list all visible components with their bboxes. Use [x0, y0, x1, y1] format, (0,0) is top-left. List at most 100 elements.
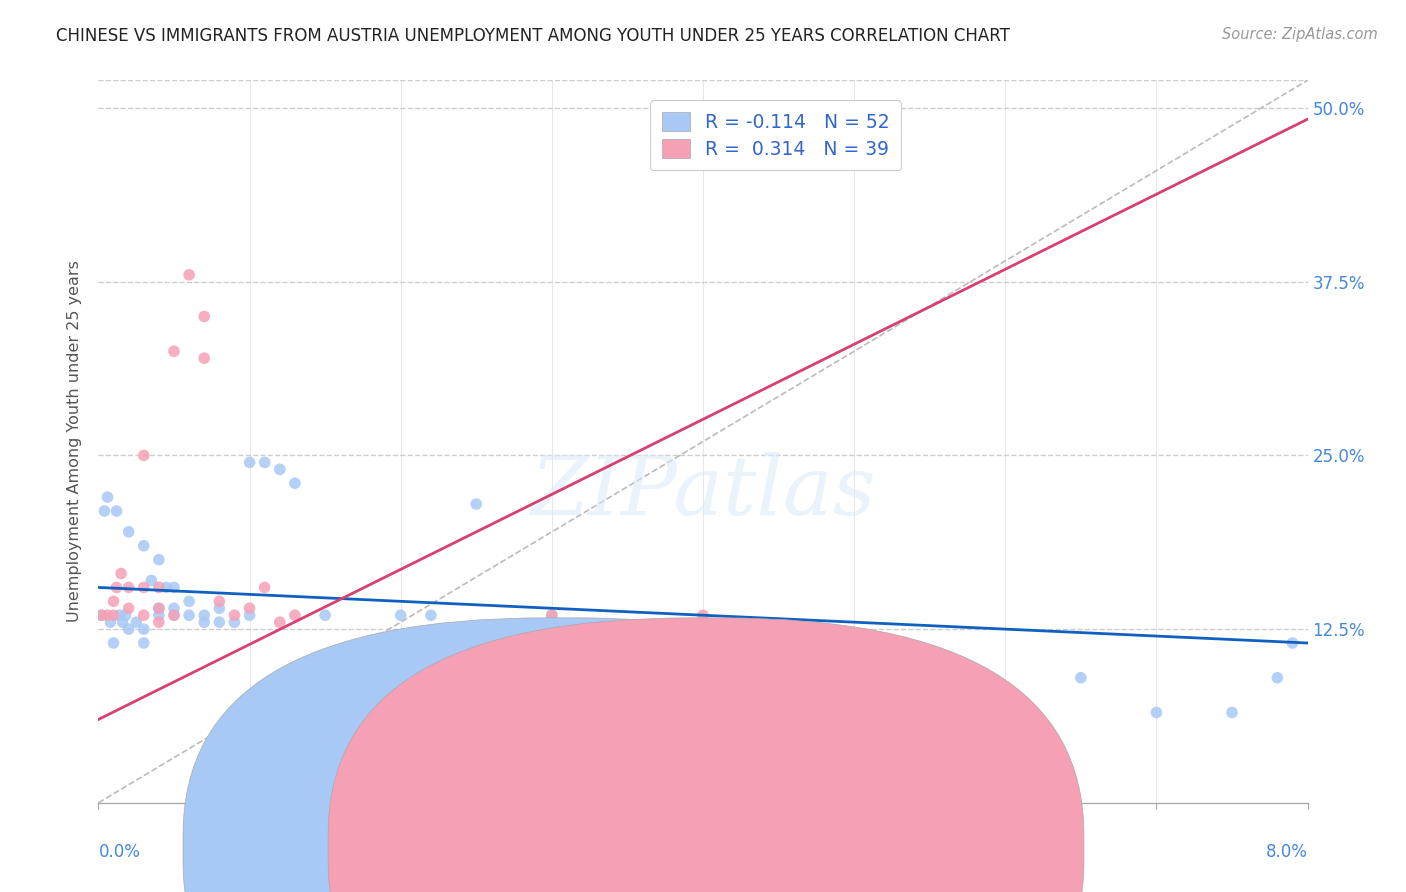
- Text: 8.0%: 8.0%: [1265, 843, 1308, 861]
- Point: [105, 581, 128, 595]
- Point: [253, 455, 276, 469]
- Point: [224, 608, 246, 623]
- Point: [284, 608, 307, 623]
- Point: [616, 706, 638, 720]
- Point: [179, 594, 201, 608]
- Point: [208, 615, 231, 630]
- Point: [813, 706, 835, 720]
- Point: [118, 524, 141, 539]
- Point: [360, 706, 382, 720]
- Point: [661, 706, 683, 720]
- Point: [141, 574, 163, 588]
- Point: [132, 622, 155, 636]
- Point: [163, 608, 186, 623]
- Point: [179, 608, 201, 623]
- Point: [132, 608, 155, 623]
- Point: [103, 594, 125, 608]
- Point: [389, 691, 412, 706]
- Point: [148, 608, 170, 623]
- Point: [132, 449, 155, 463]
- Legend: R = -0.114   N = 52, R =  0.314   N = 39: R = -0.114 N = 52, R = 0.314 N = 39: [651, 101, 901, 170]
- Point: [1220, 706, 1243, 720]
- Point: [768, 156, 790, 170]
- Point: [616, 684, 638, 698]
- Point: [208, 594, 231, 608]
- Point: [179, 268, 201, 282]
- Point: [253, 581, 276, 595]
- Point: [148, 601, 170, 615]
- Point: [148, 615, 170, 630]
- Point: [108, 608, 131, 623]
- Point: [163, 601, 186, 615]
- Point: [918, 706, 941, 720]
- Point: [132, 539, 155, 553]
- Point: [692, 671, 714, 685]
- Point: [193, 351, 215, 366]
- Text: Chinese: Chinese: [582, 839, 648, 857]
- Point: [844, 706, 866, 720]
- Point: [284, 476, 307, 491]
- Point: [148, 581, 170, 595]
- Y-axis label: Unemployment Among Youth under 25 years: Unemployment Among Youth under 25 years: [67, 260, 83, 623]
- Point: [540, 608, 562, 623]
- Point: [118, 581, 141, 595]
- Point: [100, 615, 122, 630]
- Text: ZIPatlas: ZIPatlas: [530, 452, 876, 533]
- Text: 0.0%: 0.0%: [98, 843, 141, 861]
- Point: [132, 636, 155, 650]
- Point: [269, 615, 291, 630]
- Point: [90, 608, 112, 623]
- Point: [329, 706, 352, 720]
- Point: [96, 490, 118, 504]
- Text: CHINESE VS IMMIGRANTS FROM AUSTRIA UNEMPLOYMENT AMONG YOUTH UNDER 25 YEARS CORRE: CHINESE VS IMMIGRANTS FROM AUSTRIA UNEMP…: [56, 27, 1010, 45]
- Point: [193, 310, 215, 324]
- Point: [105, 504, 128, 518]
- Point: [193, 608, 215, 623]
- Point: [465, 706, 488, 720]
- Point: [163, 608, 186, 623]
- Point: [510, 706, 533, 720]
- Point: [90, 608, 112, 623]
- FancyBboxPatch shape: [183, 618, 939, 892]
- Point: [1281, 636, 1303, 650]
- Point: [239, 608, 262, 623]
- Point: [93, 504, 115, 518]
- Point: [540, 608, 562, 623]
- Point: [314, 608, 336, 623]
- Point: [148, 552, 170, 566]
- Point: [163, 581, 186, 595]
- Point: [692, 608, 714, 623]
- Point: [844, 706, 866, 720]
- Point: [1070, 671, 1092, 685]
- Point: [110, 566, 132, 581]
- Point: [155, 581, 177, 595]
- Point: [994, 706, 1017, 720]
- Point: [1146, 706, 1168, 720]
- Point: [314, 706, 336, 720]
- Point: [163, 344, 186, 359]
- Point: [114, 608, 136, 623]
- Point: [224, 615, 246, 630]
- Point: [208, 601, 231, 615]
- Point: [269, 462, 291, 476]
- Point: [768, 706, 790, 720]
- Point: [239, 455, 262, 469]
- Point: [465, 497, 488, 511]
- Point: [125, 615, 148, 630]
- Point: [873, 706, 896, 720]
- Point: [193, 615, 215, 630]
- Point: [239, 601, 262, 615]
- Point: [103, 636, 125, 650]
- Point: [360, 671, 382, 685]
- Point: [118, 622, 141, 636]
- Point: [420, 608, 443, 623]
- Text: Immigrants from Austria: Immigrants from Austria: [727, 839, 931, 857]
- Point: [103, 608, 125, 623]
- Point: [132, 581, 155, 595]
- FancyBboxPatch shape: [328, 618, 1084, 892]
- Point: [118, 601, 141, 615]
- Text: Source: ZipAtlas.com: Source: ZipAtlas.com: [1222, 27, 1378, 42]
- Point: [148, 601, 170, 615]
- Point: [1267, 671, 1289, 685]
- Point: [111, 615, 134, 630]
